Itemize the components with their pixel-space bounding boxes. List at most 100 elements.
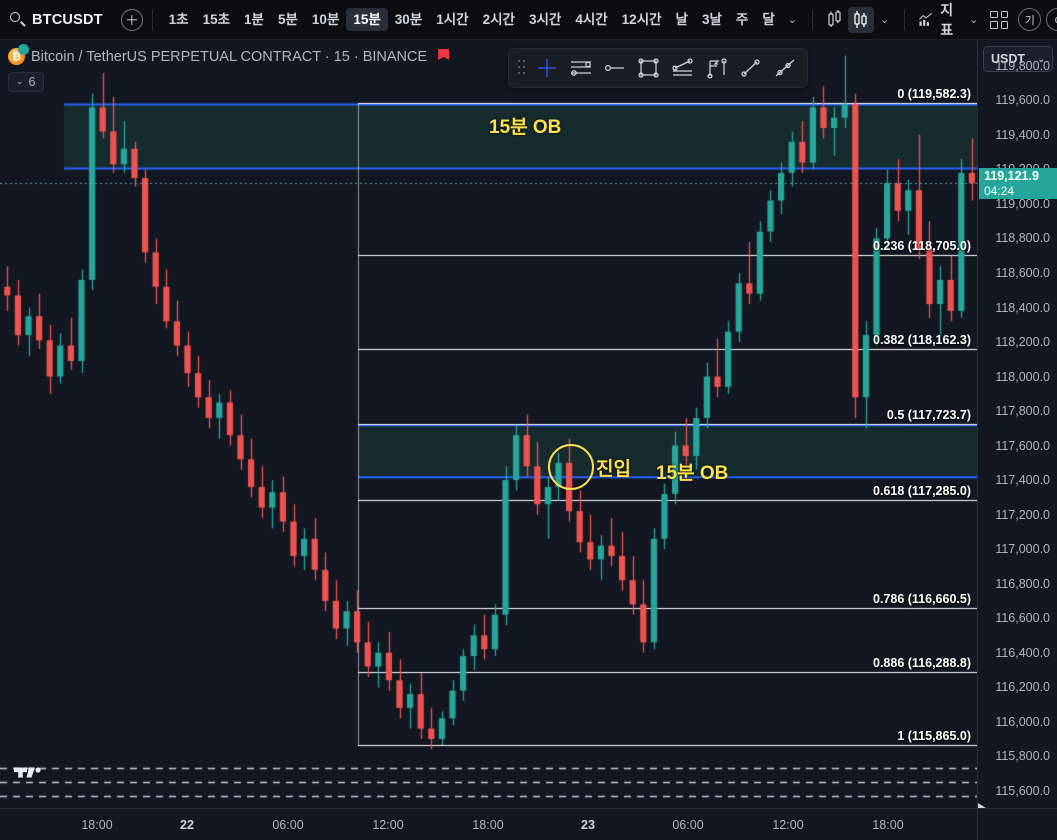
parallel-channel-tool[interactable] [565, 53, 597, 83]
price-tick: 118,600.0 [995, 265, 1050, 280]
timeframe-3h[interactable]: 3시간 [528, 11, 562, 27]
current-price-badge[interactable]: 119,121.9 04:24 [979, 167, 1057, 199]
price-tick: 118,200.0 [995, 335, 1050, 350]
time-tick: 06:00 [272, 818, 304, 832]
chevron-down-icon[interactable]: ⌄ [787, 14, 797, 26]
grid-layout-icon[interactable] [990, 10, 1009, 29]
bar-countdown: 04:24 [984, 183, 1015, 198]
toolbar-divider [151, 9, 153, 30]
horizontal-ray-tool[interactable] [599, 53, 631, 83]
indicator-count-badge[interactable]: ⌄ 6 [8, 71, 44, 92]
indicators-label: 지표 [940, 1, 954, 38]
price-tick: 119,800.0 [995, 58, 1050, 73]
currency-selector[interactable]: USDT ⌄ [983, 46, 1053, 72]
timeframe-10m[interactable]: 10분 [311, 11, 340, 27]
price-tick: 117,600.0 [995, 438, 1050, 453]
timeframe-1d[interactable]: 날 [675, 11, 688, 27]
time-tick: 18:00 [472, 818, 504, 832]
time-tick: 18:00 [872, 818, 904, 832]
fib-label-1: 1 (115,865.0) [897, 729, 971, 743]
drawing-toolbar [508, 48, 808, 88]
extended-line-tool[interactable] [769, 53, 801, 83]
red-flag-icon[interactable] [438, 49, 451, 64]
time-tick: 23 [581, 818, 595, 832]
time-tick: 12:00 [372, 818, 404, 832]
toolbar-divider [811, 9, 813, 30]
price-scale[interactable]: USDT ⌄ 119,800.0119,600.0119,400.0119,20… [977, 40, 1057, 840]
avatar-secondary[interactable]: o [1046, 8, 1057, 31]
timeframe-1w[interactable]: 주 [735, 11, 749, 27]
avatar[interactable]: 기 [1018, 8, 1042, 31]
indicators-chart-icon [919, 12, 933, 26]
chart-canvas-area[interactable]: ₿ Bitcoin / TetherUS PERPETUAL CONTRACT … [0, 40, 977, 808]
crosshair-tool[interactable] [531, 53, 563, 83]
search-icon [10, 12, 26, 27]
toolbar-divider [904, 9, 906, 30]
candlestick-icon[interactable] [847, 6, 874, 33]
tradingview-logo-icon [14, 762, 44, 786]
price-tick: 115,800.0 [995, 749, 1050, 764]
annotation-entry: 진입 [596, 459, 631, 480]
flag-marker-tool[interactable] [701, 53, 733, 83]
fib-label-618: 0.618 (117,285.0) [873, 483, 971, 498]
legend-title[interactable]: Bitcoin / TetherUS PERPETUAL CONTRACT · … [31, 48, 428, 65]
rectangle-tool[interactable] [633, 53, 665, 83]
time-tick: 18:00 [81, 818, 113, 832]
trend-line-tool[interactable] [735, 53, 767, 83]
price-tick: 116,200.0 [995, 680, 1050, 695]
time-tick: 06:00 [672, 818, 704, 832]
timeframe-3d[interactable]: 3날 [701, 11, 722, 27]
symbol-search-button[interactable]: BTCUSDT [0, 0, 113, 39]
fib-label-382: 0.382 (118,162.3) [873, 332, 971, 347]
time-tick: 22 [180, 818, 194, 832]
add-symbol-icon[interactable] [120, 8, 143, 31]
chart-type-chevron-down-icon[interactable]: ⌄ [879, 14, 890, 26]
fib-label-236: 0.236 (118,705.0) [873, 238, 971, 253]
bitcoin-coin-icon: ₿ [8, 44, 29, 65]
timeframe-1m[interactable]: 1분 [244, 11, 264, 27]
timeframe-15m[interactable]: 15분 [346, 7, 388, 32]
price-tick: 119,000.0 [995, 196, 1050, 211]
annotation-ob-bottom: 15분 OB [656, 463, 729, 484]
fib-label-5: 0.5 (117,723.7) [886, 408, 971, 423]
price-tick: 118,800.0 [995, 231, 1050, 246]
timeframe-30m[interactable]: 30분 [394, 11, 423, 27]
price-tick: 117,200.0 [995, 507, 1050, 522]
currency-label: USDT [991, 52, 1026, 66]
chart-legend: ₿ Bitcoin / TetherUS PERPETUAL CONTRACT … [8, 44, 451, 92]
price-tick: 119,400.0 [995, 127, 1050, 142]
drag-grip-icon[interactable] [515, 58, 529, 78]
indicator-count-label: 6 [28, 74, 36, 89]
annotation-ob-top: 15분 OB [489, 117, 562, 138]
timeframe-2h[interactable]: 2시간 [482, 11, 515, 27]
price-tick: 117,000.0 [995, 542, 1050, 557]
timeframe-1h[interactable]: 1시간 [436, 11, 469, 27]
timeframe-12h[interactable]: 12시간 [621, 11, 662, 27]
timeframe-4h[interactable]: 4시간 [575, 11, 608, 27]
top-toolbar: BTCUSDT 1초 15초 1분 5분 10분 15분 30분 1시간 2시간… [0, 0, 1057, 40]
timeframe-group: 1초 15초 1분 5분 10분 15분 30분 1시간 2시간 3시간 4시간… [162, 0, 782, 39]
timeframe-5m[interactable]: 5분 [277, 11, 298, 27]
price-tick: 116,000.0 [995, 714, 1050, 729]
price-tick: 115,600.0 [995, 783, 1050, 798]
price-tick: 116,600.0 [995, 611, 1050, 626]
bar-chart-icon[interactable] [822, 7, 848, 33]
fib-label-786: 0.786 (116,660.5) [873, 591, 971, 606]
timeframe-1s[interactable]: 1초 [168, 11, 189, 27]
fib-label-886: 0.886 (116,288.8) [873, 655, 971, 670]
time-tick: 12:00 [772, 818, 804, 832]
price-chart-canvas[interactable] [0, 40, 977, 808]
scale-corner [977, 808, 1057, 840]
indicators-button[interactable]: 지표 [914, 0, 963, 40]
price-tick: 116,800.0 [995, 576, 1050, 591]
price-tick: 117,400.0 [995, 473, 1050, 488]
price-tick: 118,400.0 [995, 300, 1050, 315]
price-tick: 118,000.0 [995, 369, 1050, 384]
timeframe-1mo[interactable]: 달 [762, 11, 775, 27]
fib-label-0: 0 (119,582.3) [897, 87, 971, 102]
indicators-chevron-down-icon[interactable]: ⌄ [969, 14, 979, 26]
timeframe-15s[interactable]: 15초 [202, 11, 231, 27]
trend-fib-tool[interactable] [667, 53, 699, 83]
time-scale[interactable]: 18:00 22 06:00 12:00 18:00 23 06:00 12:00 18:00 [0, 808, 977, 840]
